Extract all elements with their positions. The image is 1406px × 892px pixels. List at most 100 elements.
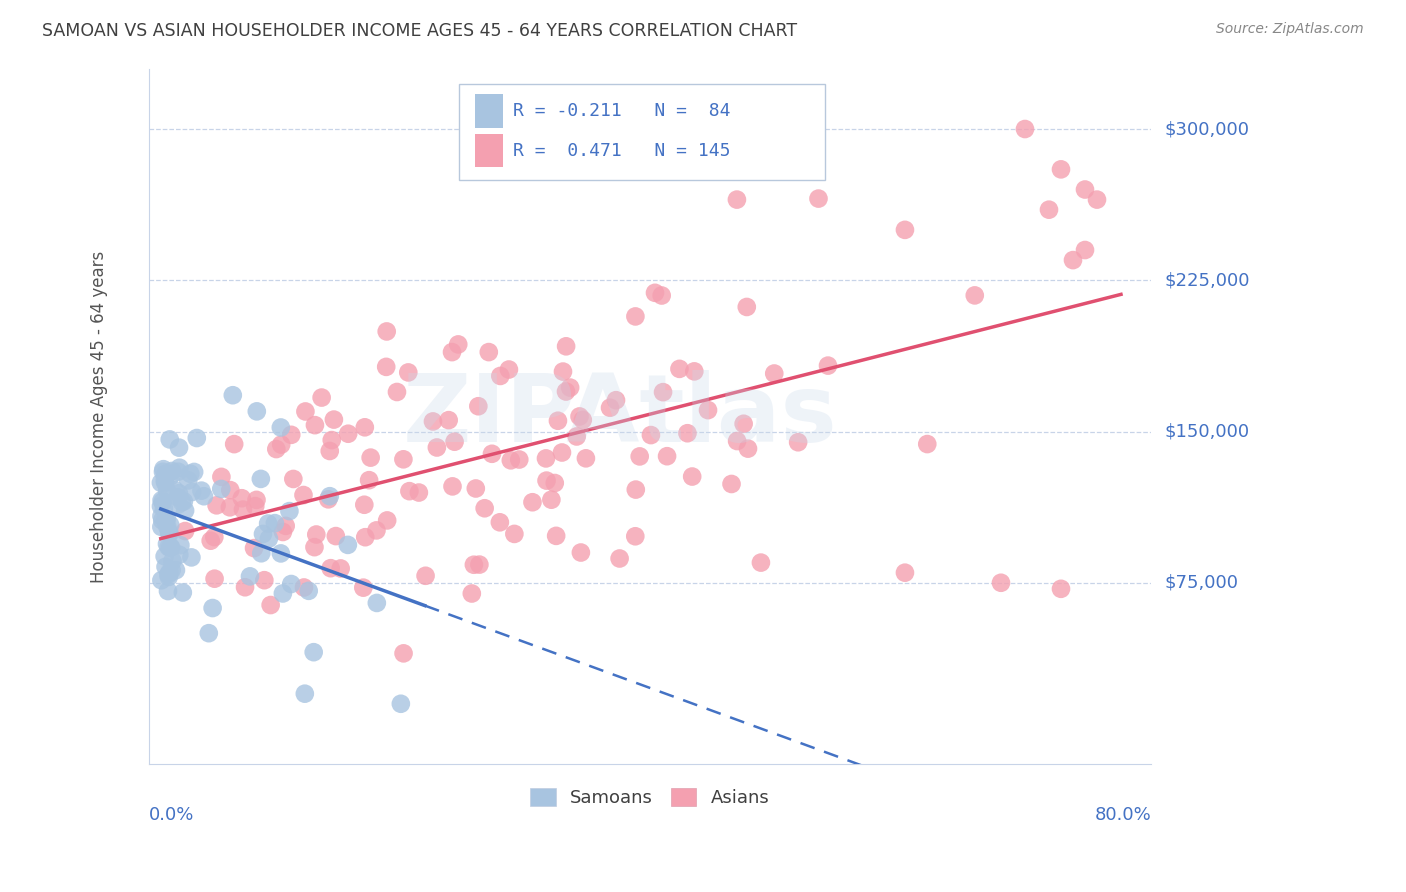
Point (990, 575, 1012, 590)
Point (150, 513, 173, 527)
Point (422, 414, 444, 428)
Point (205, 499, 228, 513)
Point (1050, 582, 1073, 596)
Point (468, 558, 491, 572)
Point (245, 492, 267, 507)
Point (1062, 253, 1084, 268)
Point (156, 519, 179, 533)
Point (354, 530, 377, 544)
Point (298, 583, 321, 598)
Point (167, 498, 190, 512)
Point (160, 563, 183, 577)
Point (180, 550, 202, 565)
Point (165, 563, 187, 577)
Text: 0.0%: 0.0% (149, 806, 194, 824)
Point (489, 368, 512, 383)
Point (318, 492, 340, 507)
Point (250, 546, 273, 560)
Point (274, 519, 297, 533)
Point (163, 483, 186, 497)
Point (894, 223, 917, 237)
Point (697, 403, 720, 417)
Point (555, 339, 578, 353)
Point (204, 572, 226, 586)
Point (280, 427, 302, 442)
Point (624, 310, 647, 324)
Point (352, 581, 374, 595)
Point (508, 452, 530, 467)
Point (156, 584, 179, 599)
Point (568, 409, 591, 424)
Point (152, 465, 174, 479)
Point (560, 381, 582, 395)
Text: $225,000: $225,000 (1166, 271, 1250, 289)
FancyBboxPatch shape (474, 95, 502, 128)
Point (280, 577, 302, 591)
Point (437, 413, 460, 427)
Point (153, 501, 176, 516)
Point (219, 483, 242, 497)
Point (156, 484, 179, 499)
Point (398, 484, 420, 499)
Point (733, 417, 755, 431)
Point (181, 485, 204, 500)
Point (167, 465, 190, 479)
Point (157, 540, 180, 554)
Point (253, 573, 276, 587)
Point (157, 567, 180, 582)
Point (177, 474, 200, 488)
Point (575, 451, 598, 466)
Point (426, 441, 449, 455)
Point (787, 435, 810, 450)
Point (153, 474, 176, 488)
Point (218, 500, 240, 515)
Point (233, 580, 256, 594)
Point (749, 556, 772, 570)
Point (270, 437, 292, 451)
Point (170, 495, 193, 509)
Point (245, 499, 267, 513)
Point (464, 482, 486, 496)
Point (644, 285, 666, 300)
Point (179, 467, 201, 481)
Point (605, 393, 627, 408)
Point (162, 554, 184, 568)
Point (152, 462, 174, 476)
Point (169, 460, 191, 475)
Point (441, 345, 464, 359)
Point (555, 384, 578, 399)
Point (150, 520, 173, 534)
Point (243, 541, 266, 555)
Point (304, 418, 326, 433)
Point (149, 475, 172, 490)
Point (172, 585, 194, 599)
Point (294, 404, 316, 418)
Point (201, 601, 224, 615)
Point (159, 469, 181, 483)
Point (963, 288, 986, 302)
Point (302, 645, 325, 659)
Point (173, 494, 195, 508)
Point (202, 530, 225, 544)
Point (375, 513, 398, 527)
Point (522, 495, 544, 509)
Point (624, 529, 647, 543)
Point (200, 533, 222, 548)
Point (546, 529, 568, 543)
Point (676, 426, 699, 441)
Point (319, 561, 342, 575)
Point (239, 569, 262, 583)
Point (652, 385, 675, 400)
Point (155, 467, 177, 481)
Point (551, 365, 574, 379)
Text: 80.0%: 80.0% (1094, 806, 1152, 824)
Point (392, 452, 415, 467)
Point (474, 501, 496, 516)
Point (681, 469, 703, 483)
Point (360, 450, 382, 465)
Point (651, 288, 673, 302)
Point (498, 362, 520, 376)
Point (1074, 182, 1097, 196)
Text: $150,000: $150,000 (1166, 423, 1250, 441)
Legend: Samoans, Asians: Samoans, Asians (523, 780, 776, 814)
